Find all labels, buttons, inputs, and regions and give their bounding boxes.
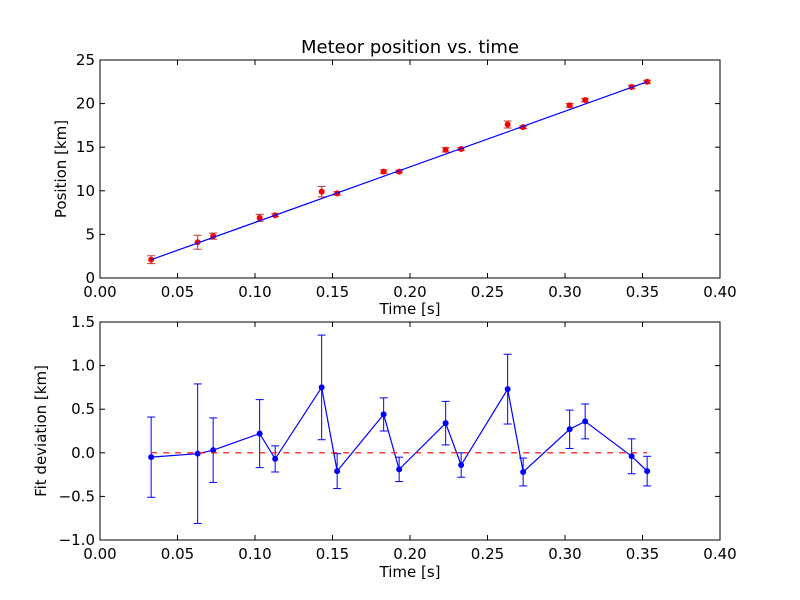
data-point xyxy=(566,102,573,109)
x-tick-label: 0.10 xyxy=(238,283,271,301)
data-point xyxy=(566,426,573,433)
y-tick-label: 10 xyxy=(76,182,95,200)
data-point xyxy=(520,468,527,475)
deviation-ticks: 0.00 0.05 0.10 0.15 0.20 0.25 0.30 0.35 0.40 −1.0… xyxy=(59,313,737,563)
x-tick-label: 0.05 xyxy=(161,545,194,563)
y-tick-label: 5 xyxy=(85,225,95,243)
deviation-plot-content xyxy=(147,334,652,524)
y-tick-label: 0.5 xyxy=(71,400,95,418)
position-ticks: 0.00 0.05 0.10 0.15 0.20 0.25 0.30 0.35 0.40 0 5 10… xyxy=(76,51,737,301)
chart-title: Meteor position vs. time xyxy=(301,37,519,58)
x-tick-label: 0.05 xyxy=(161,283,194,301)
deviation-panel: 0.00 0.05 0.10 0.15 0.20 0.25 0.30 0.35 0.40 −1.0… xyxy=(32,313,737,581)
y-tick-label: 20 xyxy=(76,95,95,113)
x-axis-label: Time [s] xyxy=(379,300,441,318)
y-tick-label: 0.0 xyxy=(71,444,95,462)
x-tick-label: 0.35 xyxy=(626,545,659,563)
x-tick-label: 0.20 xyxy=(393,545,426,563)
data-point xyxy=(318,384,325,391)
y-tick-label: 15 xyxy=(76,138,95,156)
y-axis-label: Position [km] xyxy=(52,120,70,218)
x-tick-label: 0.15 xyxy=(316,545,349,563)
data-point xyxy=(380,168,387,175)
fit-line xyxy=(150,81,648,261)
x-tick-label: 0.30 xyxy=(548,283,581,301)
data-point xyxy=(318,188,325,195)
data-point xyxy=(194,450,201,457)
x-tick-label: 0.25 xyxy=(471,283,504,301)
data-point xyxy=(582,97,589,104)
data-point xyxy=(210,447,217,454)
y-tick-label: 0 xyxy=(85,269,95,287)
y-tick-label: −0.5 xyxy=(59,487,95,505)
data-point xyxy=(148,454,155,461)
data-point xyxy=(504,386,511,393)
y-axis-label: Fit deviation [km] xyxy=(32,365,50,497)
data-point xyxy=(644,468,651,475)
position-plot-content xyxy=(147,78,652,265)
x-tick-label: 0.30 xyxy=(548,545,581,563)
x-axis-label: Time [s] xyxy=(379,563,441,581)
data-point xyxy=(628,453,635,460)
data-point xyxy=(504,121,511,128)
data-point xyxy=(442,146,449,153)
data-point xyxy=(334,468,341,475)
data-point xyxy=(582,418,589,425)
x-tick-label: 0.25 xyxy=(471,545,504,563)
x-tick-label: 0.00 xyxy=(83,283,116,301)
data-point xyxy=(458,462,465,469)
x-tick-label: 0.00 xyxy=(83,545,116,563)
x-tick-label: 0.40 xyxy=(703,545,736,563)
data-point xyxy=(272,455,279,462)
x-tick-label: 0.20 xyxy=(393,283,426,301)
x-tick-label: 0.40 xyxy=(703,283,736,301)
data-point xyxy=(442,420,449,427)
y-tick-label: 25 xyxy=(76,51,95,69)
y-tick-label: 1.5 xyxy=(71,313,95,331)
position-panel: Meteor position vs. time 0.00 0.05 0.10 0.1… xyxy=(52,37,737,318)
y-tick-label: 1.0 xyxy=(71,357,95,375)
data-point xyxy=(256,430,263,437)
x-tick-label: 0.10 xyxy=(238,545,271,563)
data-point xyxy=(380,411,387,418)
x-tick-label: 0.35 xyxy=(626,283,659,301)
data-point xyxy=(396,466,403,473)
x-tick-label: 0.15 xyxy=(316,283,349,301)
y-tick-label: −1.0 xyxy=(59,531,95,549)
